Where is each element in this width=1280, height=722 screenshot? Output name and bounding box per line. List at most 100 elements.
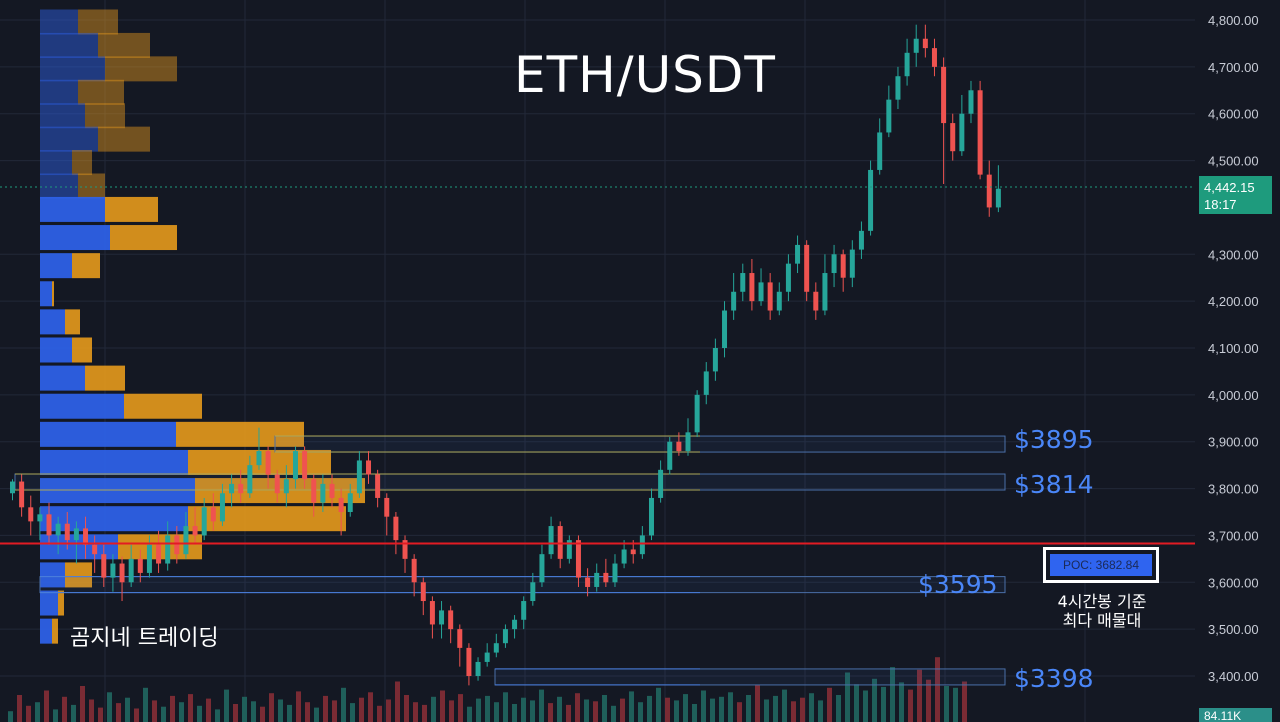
candle-body xyxy=(201,507,207,536)
candle-body xyxy=(46,514,52,536)
volume-bar xyxy=(863,690,868,722)
volume-bar xyxy=(53,709,58,722)
volume-bar xyxy=(530,700,535,722)
candle-body xyxy=(101,554,107,578)
candle-body xyxy=(156,544,162,564)
volume-profile-buy xyxy=(40,449,188,475)
volume-profile-sell xyxy=(65,562,92,588)
volume-bar xyxy=(152,700,157,722)
volume-bar xyxy=(629,691,634,722)
volume-bar xyxy=(575,693,580,722)
volume-profile-buy xyxy=(40,478,195,504)
poc-note-line2: 최다 매물대 xyxy=(1062,611,1142,630)
volume-bar xyxy=(62,696,67,722)
volume-bar xyxy=(719,696,724,722)
candle-body xyxy=(785,263,791,292)
candle-body xyxy=(110,563,116,578)
volume-bar xyxy=(197,705,202,722)
volume-bar xyxy=(35,702,40,722)
candle-body xyxy=(913,38,919,53)
poc-label-box: POC: 3682.84 xyxy=(1043,547,1159,583)
volume-bar xyxy=(413,702,418,722)
candle-body xyxy=(530,582,536,602)
volume-bar xyxy=(800,697,805,722)
candle-body xyxy=(19,481,25,508)
volume-profile-buy xyxy=(40,309,65,335)
candle-body xyxy=(484,652,490,662)
volume-bar xyxy=(224,689,229,722)
volume-bar xyxy=(467,706,472,722)
candle-body xyxy=(302,451,308,480)
candle-body xyxy=(868,169,874,231)
volume-bar xyxy=(206,698,211,722)
poc-note: 4시간봉 기준 최다 매물대 xyxy=(1040,592,1164,630)
candle-body xyxy=(895,76,901,100)
candle-body xyxy=(749,273,755,302)
volume-profile-sell xyxy=(110,225,177,251)
candle-body xyxy=(639,535,645,555)
volume-profile-buy xyxy=(40,393,124,419)
candle-body xyxy=(55,523,61,536)
candle-body xyxy=(950,123,956,152)
candle-body xyxy=(521,601,527,620)
volume-bar xyxy=(701,690,706,722)
volume-bar xyxy=(917,669,922,722)
volume-bar xyxy=(359,697,364,722)
candle-body xyxy=(347,493,353,512)
volume-bar xyxy=(962,681,967,722)
volume-bar xyxy=(764,699,769,722)
volume-bar xyxy=(881,686,886,722)
candle-body xyxy=(311,479,317,503)
candle-body xyxy=(375,474,381,498)
volume-bar xyxy=(728,692,733,722)
volume-profile-buy xyxy=(40,126,98,152)
volume-bar xyxy=(215,709,220,722)
level-zone xyxy=(494,668,1006,686)
volume-profile-buy xyxy=(40,562,65,588)
volume-profile-buy xyxy=(40,281,52,307)
level-label-3595: $3595 xyxy=(918,570,998,599)
volume-bar xyxy=(80,686,85,722)
volume-profile-buy xyxy=(40,79,78,105)
volume-bar xyxy=(737,702,742,722)
volume-bar xyxy=(116,703,121,722)
candle-body xyxy=(612,563,618,583)
candle-body xyxy=(740,273,746,292)
candle-body xyxy=(402,540,408,559)
volume-bar xyxy=(170,695,175,722)
volume-bar xyxy=(377,705,382,722)
volume-bar xyxy=(233,704,238,722)
volume-bar xyxy=(485,695,490,722)
y-tick-label: 3,800.00 xyxy=(1208,482,1259,497)
volume-bar xyxy=(341,687,346,722)
volume-profile-buy xyxy=(40,534,118,560)
candle-body xyxy=(731,291,737,311)
volume-bar xyxy=(395,681,400,722)
volume-bar xyxy=(368,692,373,722)
candle-body xyxy=(922,38,928,49)
candle-body xyxy=(621,549,627,564)
volume-profile-buy xyxy=(40,421,176,447)
volume-profile-buy xyxy=(40,196,105,222)
volume-bar xyxy=(161,706,166,722)
candle-body xyxy=(384,497,390,517)
volume-bar xyxy=(503,692,508,722)
volume-profile-sell xyxy=(52,618,58,644)
volume-profile-buy xyxy=(40,337,72,363)
volume-bar xyxy=(602,695,607,722)
volume-profile-sell xyxy=(105,56,177,82)
candle-body xyxy=(795,244,801,264)
candle-body xyxy=(146,544,152,573)
volume-bar xyxy=(836,695,841,722)
candle-body xyxy=(229,483,235,494)
volume-bar xyxy=(953,687,958,722)
volume-profile-sell xyxy=(98,126,150,152)
candle-body xyxy=(758,282,764,302)
candle-body xyxy=(557,526,563,559)
candle-body xyxy=(512,619,518,630)
volume-bar xyxy=(845,672,850,722)
volume-bar xyxy=(755,685,760,722)
volume-bar xyxy=(809,693,814,722)
level-zone xyxy=(39,576,1006,594)
y-tick-label: 3,400.00 xyxy=(1208,669,1259,684)
